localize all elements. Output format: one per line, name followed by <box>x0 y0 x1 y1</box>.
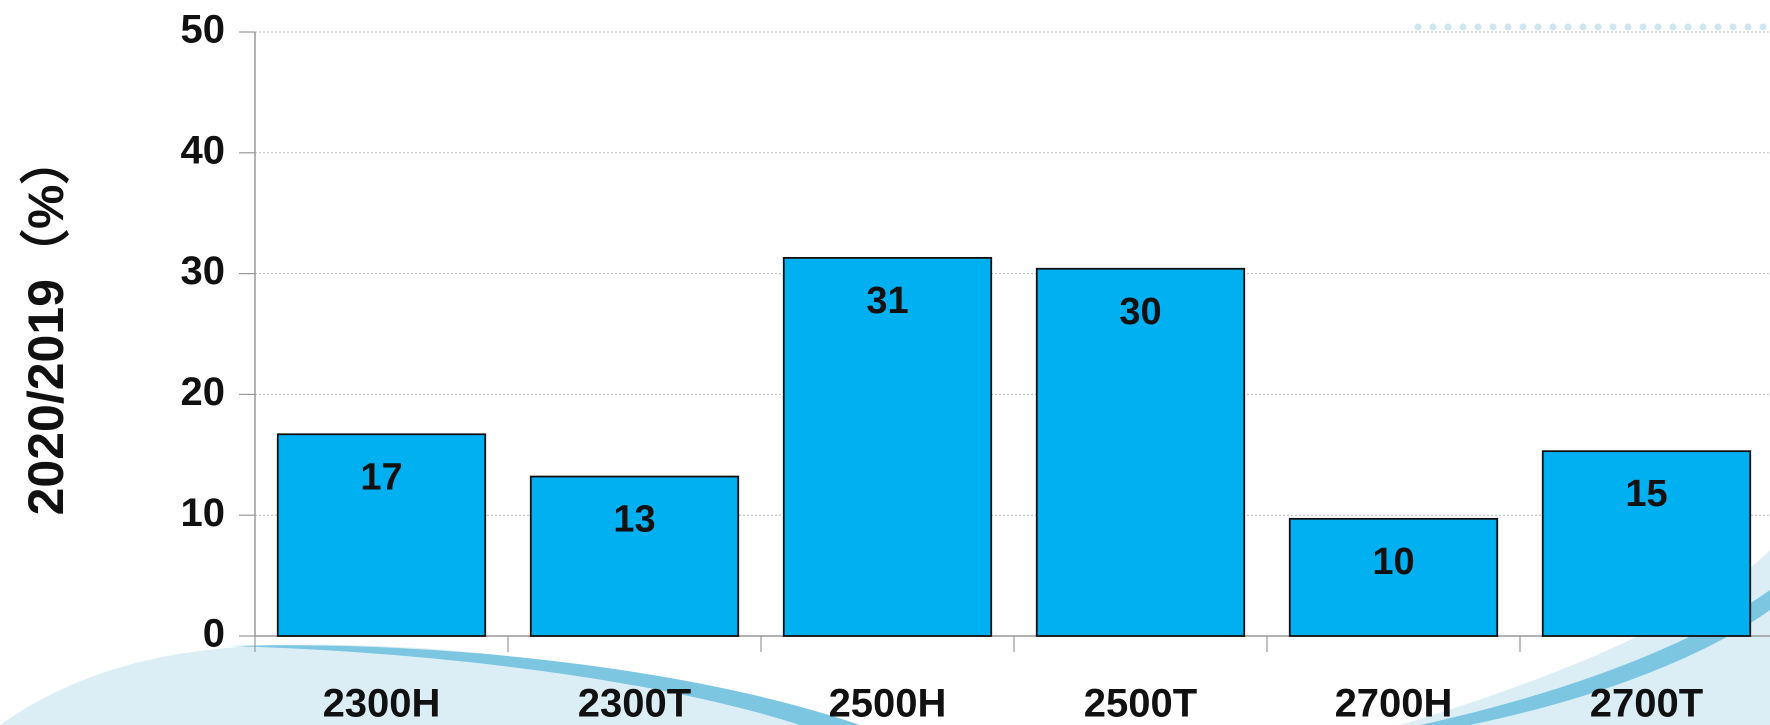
bar <box>1035 267 1246 637</box>
bar <box>529 475 740 637</box>
dot <box>1609 23 1617 31</box>
x-tick-label: 2500T <box>1084 682 1197 725</box>
dot <box>1639 23 1647 31</box>
dot <box>1489 23 1497 31</box>
x-tick-label: 2500H <box>829 682 947 725</box>
dot <box>1549 23 1557 31</box>
dot <box>1684 23 1692 31</box>
y-tick-label: 20 <box>181 370 226 414</box>
dot <box>1744 23 1752 31</box>
x-tick-label: 2300H <box>323 682 441 725</box>
dot <box>1579 23 1587 31</box>
wave <box>230 645 860 725</box>
bar <box>782 256 993 637</box>
value-label: 13 <box>613 499 655 541</box>
y-tick-label: 30 <box>181 249 226 293</box>
value-label: 15 <box>1625 473 1667 515</box>
y-tick-label: 40 <box>181 128 226 172</box>
x-tick-label: 2700T <box>1590 682 1703 725</box>
value-label: 10 <box>1372 541 1414 583</box>
dot <box>1564 23 1572 31</box>
dot <box>1729 23 1737 31</box>
dot <box>1459 23 1467 31</box>
dot <box>1519 23 1527 31</box>
value-label: 30 <box>1119 291 1161 333</box>
dot <box>1594 23 1602 31</box>
bar <box>1288 517 1499 637</box>
dot <box>1474 23 1482 31</box>
value-label: 17 <box>360 456 402 498</box>
dot <box>1429 23 1437 31</box>
background-decoration <box>0 23 1770 725</box>
dot-row <box>1414 23 1767 31</box>
x-tick-label: 2700H <box>1335 682 1453 725</box>
wave <box>0 644 860 725</box>
dot <box>1699 23 1707 31</box>
dot <box>1504 23 1512 31</box>
y-axis-label: 2020/2019（%） <box>18 135 74 516</box>
bar <box>276 433 487 637</box>
dot <box>1444 23 1452 31</box>
y-tick-label: 50 <box>181 8 226 52</box>
y-tick-label: 10 <box>181 491 226 535</box>
dot <box>1414 23 1422 31</box>
x-tick-label: 2300T <box>578 682 691 725</box>
value-label: 31 <box>866 280 908 322</box>
dot <box>1714 23 1722 31</box>
dot <box>1759 23 1767 31</box>
dot <box>1669 23 1677 31</box>
dot <box>1654 23 1662 31</box>
wave <box>1400 550 1770 725</box>
bar <box>1541 450 1752 637</box>
y-tick-label: 0 <box>203 612 225 656</box>
dot <box>1534 23 1542 31</box>
dot <box>1624 23 1632 31</box>
